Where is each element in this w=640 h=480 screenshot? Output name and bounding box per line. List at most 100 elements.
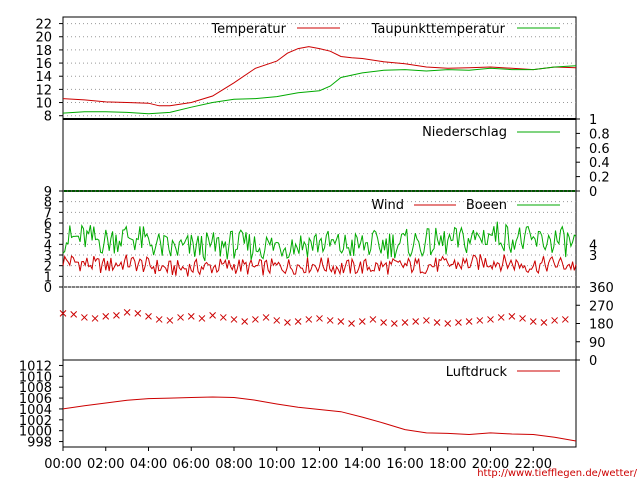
xtick-label-10: 20:00 bbox=[472, 457, 509, 472]
ytick-label-4-2: 1002 bbox=[19, 414, 52, 429]
xtick-label-9: 18:00 bbox=[429, 457, 466, 472]
wind-direction-point-31 bbox=[390, 320, 398, 327]
wind-direction-point-2 bbox=[81, 314, 88, 321]
wind-direction-point-10 bbox=[166, 317, 174, 324]
wind-direction-point-28 bbox=[358, 318, 366, 325]
xtick-label-0: 00:00 bbox=[44, 457, 81, 472]
wind-direction-point-11 bbox=[177, 314, 184, 321]
wind-direction-point-35 bbox=[433, 319, 441, 326]
legend-boeen-label: Boeen bbox=[466, 198, 507, 213]
panel-frame-3 bbox=[62, 286, 577, 361]
wind-direction-point-18 bbox=[252, 316, 259, 323]
wind-direction-point-40 bbox=[487, 316, 494, 323]
wind-direction-point-30 bbox=[380, 319, 387, 326]
wind-direction-point-16 bbox=[230, 316, 238, 323]
xtick-label-7: 14:00 bbox=[344, 457, 381, 472]
ytick-label-4-3: 1004 bbox=[19, 403, 52, 418]
wind-direction-point-12 bbox=[187, 313, 195, 320]
legend-luftdruck-label: Luftdruck bbox=[446, 365, 508, 380]
ytick-label-0-1: 10 bbox=[35, 97, 52, 112]
wind-direction-point-27 bbox=[348, 320, 355, 327]
wind-direction-point-36 bbox=[444, 320, 452, 327]
ytick-label-4-0: 998 bbox=[27, 436, 52, 451]
ytick-label-2-4: 4 bbox=[44, 238, 52, 253]
wind-direction-point-17 bbox=[241, 318, 249, 325]
wind-direction-point-39 bbox=[476, 317, 484, 324]
ytick-label-2-8: 8 bbox=[44, 196, 52, 211]
ytick-label-2-5: 5 bbox=[44, 228, 52, 243]
ytick-label-4-1: 1000 bbox=[19, 425, 52, 440]
legend-niederschlag-label: Niederschlag bbox=[422, 125, 507, 140]
wind-direction-point-19 bbox=[262, 314, 270, 321]
wind-direction-point-20 bbox=[273, 317, 281, 324]
xtick-label-3: 06:00 bbox=[173, 457, 210, 472]
wind-direction-point-37 bbox=[455, 319, 462, 326]
legend-wind-label: Wind bbox=[371, 198, 404, 213]
ytick-label-0-3: 14 bbox=[35, 70, 52, 85]
wind-direction-point-23 bbox=[305, 316, 313, 323]
series-line-0-1 bbox=[62, 65, 577, 115]
wind-direction-point-14 bbox=[209, 312, 216, 319]
ytick-label-4-5: 1008 bbox=[19, 381, 52, 396]
wind-direction-point-26 bbox=[337, 318, 345, 325]
wind-direction-point-41 bbox=[497, 314, 505, 321]
xtick-label-5: 10:00 bbox=[258, 457, 295, 472]
right-label-2-0: 4 bbox=[589, 238, 597, 253]
wind-direction-point-3 bbox=[91, 315, 99, 322]
series-line-0-0 bbox=[62, 46, 577, 107]
wind-direction-point-29 bbox=[369, 316, 377, 323]
ytick-label-0-7: 22 bbox=[35, 18, 52, 33]
ytick-label-2-7: 7 bbox=[44, 206, 52, 221]
ytick-label-2-0: 0 bbox=[44, 281, 52, 296]
ytick-label-0-5: 18 bbox=[35, 44, 52, 59]
legend-taupunkt-label: Taupunkttemperatur bbox=[371, 22, 506, 37]
wind-direction-point-13 bbox=[198, 315, 206, 322]
ytick-label-3-4: 360 bbox=[589, 281, 614, 296]
wind-direction-point-5 bbox=[113, 312, 120, 319]
wind-direction-point-32 bbox=[401, 319, 409, 326]
ytick-label-2-3: 3 bbox=[44, 249, 52, 264]
wind-direction-point-38 bbox=[465, 318, 473, 325]
ytick-label-4-7: 1012 bbox=[19, 359, 52, 374]
ytick-label-1-5: 1 bbox=[589, 113, 597, 128]
series-line-2-0 bbox=[62, 254, 577, 277]
ytick-label-2-9: 9 bbox=[44, 185, 52, 200]
ytick-label-3-0: 0 bbox=[589, 354, 597, 369]
xtick-label-6: 12:00 bbox=[301, 457, 338, 472]
wind-direction-point-6 bbox=[123, 308, 131, 316]
ytick-label-2-1: 1 bbox=[44, 270, 52, 285]
credit-link[interactable]: http://www.tiefflegen.de/wetter/ bbox=[477, 468, 637, 479]
legend-temperatur-label: Temperatur bbox=[210, 22, 286, 37]
wind-direction-point-0 bbox=[59, 310, 67, 317]
wind-direction-point-9 bbox=[155, 316, 163, 323]
ytick-label-3-2: 180 bbox=[589, 318, 614, 333]
wind-direction-point-22 bbox=[294, 318, 302, 325]
wind-direction-point-44 bbox=[529, 318, 537, 325]
wind-direction-point-43 bbox=[519, 315, 526, 322]
ytick-label-3-1: 90 bbox=[589, 336, 606, 351]
wind-direction-point-47 bbox=[561, 316, 569, 323]
wind-direction-point-15 bbox=[219, 314, 227, 321]
wind-direction-point-21 bbox=[284, 319, 291, 326]
ytick-label-3-3: 270 bbox=[589, 299, 614, 314]
ytick-label-0-0: 8 bbox=[44, 110, 52, 125]
wind-direction-point-46 bbox=[551, 317, 558, 324]
wind-direction-point-45 bbox=[540, 319, 548, 326]
wind-direction-point-42 bbox=[508, 313, 516, 320]
ytick-label-1-3: 0.6 bbox=[589, 142, 610, 157]
ytick-label-2-2: 2 bbox=[44, 260, 52, 275]
xtick-label-8: 16:00 bbox=[386, 457, 423, 472]
ytick-label-1-4: 0.8 bbox=[589, 127, 610, 142]
wind-direction-point-24 bbox=[316, 315, 323, 322]
right-label-2-1: 3 bbox=[589, 249, 597, 264]
series-line-4-0 bbox=[62, 396, 577, 442]
ytick-label-0-2: 12 bbox=[35, 83, 52, 98]
xtick-label-4: 08:00 bbox=[215, 457, 252, 472]
ytick-label-2-6: 6 bbox=[44, 217, 52, 232]
wind-direction-point-4 bbox=[102, 313, 110, 320]
wind-direction-point-8 bbox=[145, 313, 152, 320]
xtick-label-11: 22:00 bbox=[515, 457, 552, 472]
series-line-2-1 bbox=[62, 221, 577, 262]
ytick-label-0-6: 20 bbox=[35, 31, 52, 46]
